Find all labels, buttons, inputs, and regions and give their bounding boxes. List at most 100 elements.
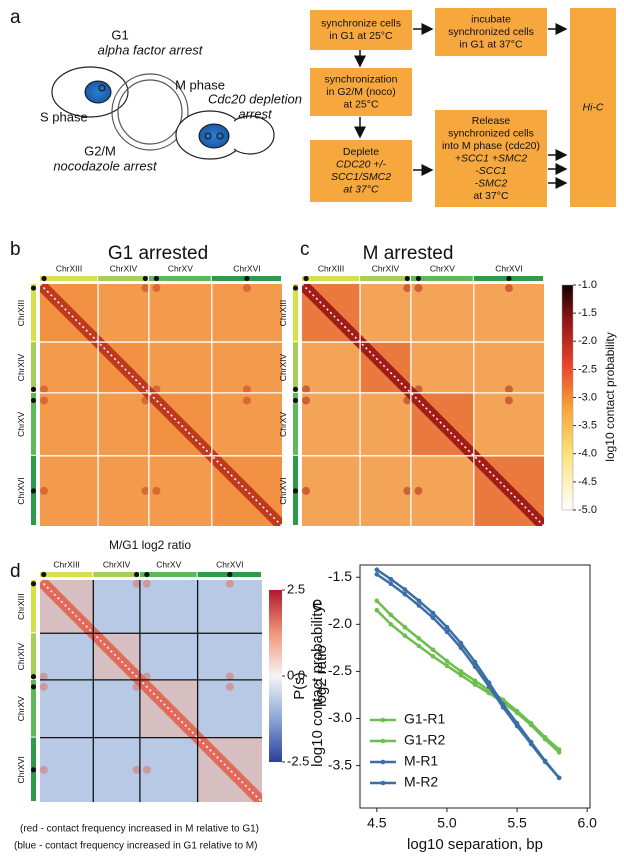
- centromere: [30, 581, 37, 587]
- chrom-bar: [31, 392, 36, 455]
- centromere: [30, 386, 37, 392]
- centromere-spot: [152, 284, 161, 293]
- chrom-label: ChrXV: [430, 263, 455, 273]
- x-tick-label: 5.5: [507, 815, 527, 831]
- legend-label: G1-R2: [404, 732, 445, 748]
- centromere: [41, 571, 47, 578]
- centromere-spot: [132, 765, 141, 774]
- point: [388, 622, 394, 627]
- point: [514, 710, 520, 716]
- point: [444, 624, 450, 630]
- point: [430, 647, 436, 653]
- point: [458, 669, 464, 674]
- point: [388, 576, 394, 582]
- flow-box: [310, 10, 412, 50]
- point: [458, 640, 464, 646]
- nucleus: [198, 123, 230, 149]
- flow-text: +SCC1 +SMC2: [455, 152, 528, 164]
- centromere-spot: [39, 682, 48, 691]
- diagonal-dots: [301, 283, 545, 527]
- point: [514, 723, 520, 729]
- centromere-spot: [141, 284, 150, 293]
- chrom-label: ChrXIV: [278, 353, 288, 381]
- legend-marker: [380, 780, 386, 786]
- centromere: [506, 275, 512, 282]
- flow-text: Deplete: [343, 146, 379, 158]
- cycle-arrow: [117, 79, 183, 145]
- centromere: [41, 275, 47, 282]
- chrom-bar: [293, 392, 298, 455]
- centromere: [30, 767, 37, 773]
- colorbar-tick-label: -3.5: [578, 420, 597, 432]
- legend-label: M-R1: [404, 753, 438, 769]
- point: [556, 750, 562, 755]
- flow-text: synchronization: [325, 73, 398, 85]
- point: [402, 633, 408, 638]
- point: [416, 598, 422, 604]
- centromere: [227, 571, 233, 578]
- centromere: [144, 571, 150, 578]
- point: [388, 581, 394, 587]
- map-title: M arrested: [363, 243, 454, 264]
- diagonal-dots: [39, 283, 283, 527]
- point: [430, 654, 436, 659]
- point: [388, 612, 394, 618]
- map-title: M/G1 log2 ratio: [109, 538, 191, 552]
- y-tick-label: -1.5: [328, 568, 352, 584]
- legend-label: G1-R1: [404, 711, 445, 727]
- colorbar: [561, 284, 574, 511]
- chrom-label: ChrXVI: [216, 559, 243, 569]
- flow-box: [310, 68, 412, 116]
- flow-box: [435, 8, 547, 56]
- flow-text: at 37°C: [473, 190, 509, 202]
- chrom-label: ChrXV: [168, 263, 193, 273]
- legend-label: M-R2: [404, 774, 438, 790]
- note: (red - contact frequency increased in M …: [20, 824, 259, 835]
- note: (blue - contact frequency increased in G…: [14, 841, 257, 852]
- colorbar-tick-label: -4.5: [578, 476, 597, 488]
- chrom-label: ChrXVI: [16, 477, 26, 504]
- legend-marker: [380, 717, 386, 723]
- centromere-spot: [302, 396, 311, 405]
- point: [374, 572, 380, 577]
- point: [444, 658, 450, 664]
- series-line: [376, 568, 561, 779]
- centromere-spot: [403, 284, 412, 293]
- map-title: G1 arrested: [108, 243, 208, 264]
- chrom-bar: [293, 284, 298, 342]
- diagonal-dots: [39, 579, 263, 803]
- chrom-bar: [31, 633, 36, 679]
- chrom-bar: [293, 342, 298, 392]
- cycle-label: M phase: [175, 77, 225, 92]
- nucleus: [84, 80, 112, 104]
- flow-text: synchronized cells: [448, 127, 534, 139]
- point: [486, 690, 492, 696]
- centromere-spot: [152, 486, 161, 495]
- colorbar-tick-label: -1.0: [578, 279, 597, 291]
- centromere-spot: [39, 672, 48, 681]
- point: [402, 587, 408, 592]
- colorbar-label: log10 contact probability: [603, 332, 617, 461]
- centromere-spot: [242, 284, 251, 293]
- panel-label: c: [300, 239, 310, 260]
- chrom-label: ChrXVI: [278, 477, 288, 504]
- centromere-spot: [225, 682, 234, 691]
- chrom-label: ChrXIII: [318, 263, 344, 273]
- centromere: [404, 275, 410, 282]
- chrom-label: ChrXIV: [103, 559, 131, 569]
- y-tick-label: -2.0: [328, 615, 352, 631]
- chrom-bar: [302, 276, 360, 281]
- flow-arrows: [354, 23, 568, 189]
- centromere: [30, 285, 37, 291]
- centromere: [30, 684, 37, 690]
- centromere-spot: [225, 672, 234, 681]
- chrom-label: ChrXIII: [56, 263, 82, 273]
- centromere: [153, 275, 160, 282]
- spb: [216, 132, 224, 140]
- chrom-label: ChrXVI: [233, 263, 260, 273]
- chrom-label: ChrXIV: [16, 643, 26, 671]
- colorbar-tick-label: -2.5: [287, 753, 309, 768]
- centromere: [30, 674, 37, 680]
- centromere-spot: [403, 486, 412, 495]
- point: [416, 636, 422, 641]
